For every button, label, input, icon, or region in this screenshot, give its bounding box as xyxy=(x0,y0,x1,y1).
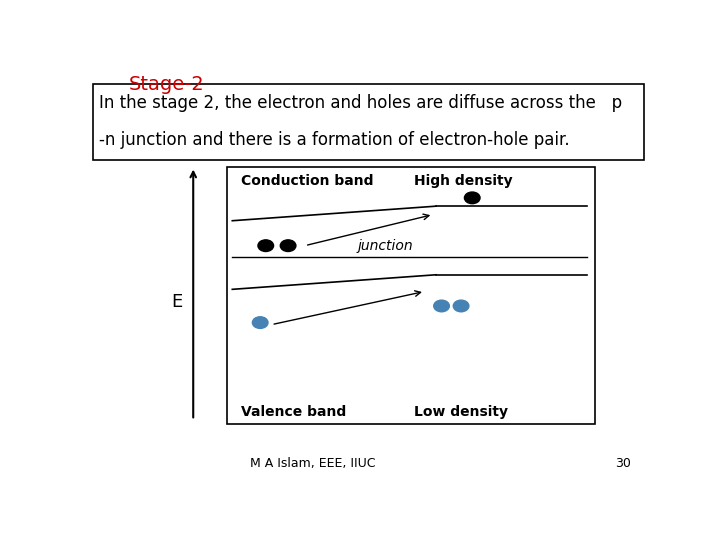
Text: M A Islam, EEE, IIUC: M A Islam, EEE, IIUC xyxy=(251,457,376,470)
Text: Conduction band: Conduction band xyxy=(240,174,373,188)
Text: -n junction and there is a formation of electron-hole pair.: -n junction and there is a formation of … xyxy=(99,131,570,150)
Text: Valence band: Valence band xyxy=(240,405,346,419)
Circle shape xyxy=(258,240,274,252)
FancyBboxPatch shape xyxy=(227,167,595,424)
Text: Low density: Low density xyxy=(413,405,508,419)
Text: High density: High density xyxy=(413,174,512,188)
Text: In the stage 2, the electron and holes are diffuse across the   p: In the stage 2, the electron and holes a… xyxy=(99,94,623,112)
Circle shape xyxy=(454,300,469,312)
FancyBboxPatch shape xyxy=(93,84,644,160)
Text: Stage-2: Stage-2 xyxy=(129,75,204,94)
Text: E: E xyxy=(171,293,182,311)
Text: junction: junction xyxy=(358,239,413,253)
Text: 30: 30 xyxy=(616,457,631,470)
Circle shape xyxy=(433,300,449,312)
Circle shape xyxy=(464,192,480,204)
Circle shape xyxy=(280,240,296,252)
Circle shape xyxy=(253,317,268,328)
